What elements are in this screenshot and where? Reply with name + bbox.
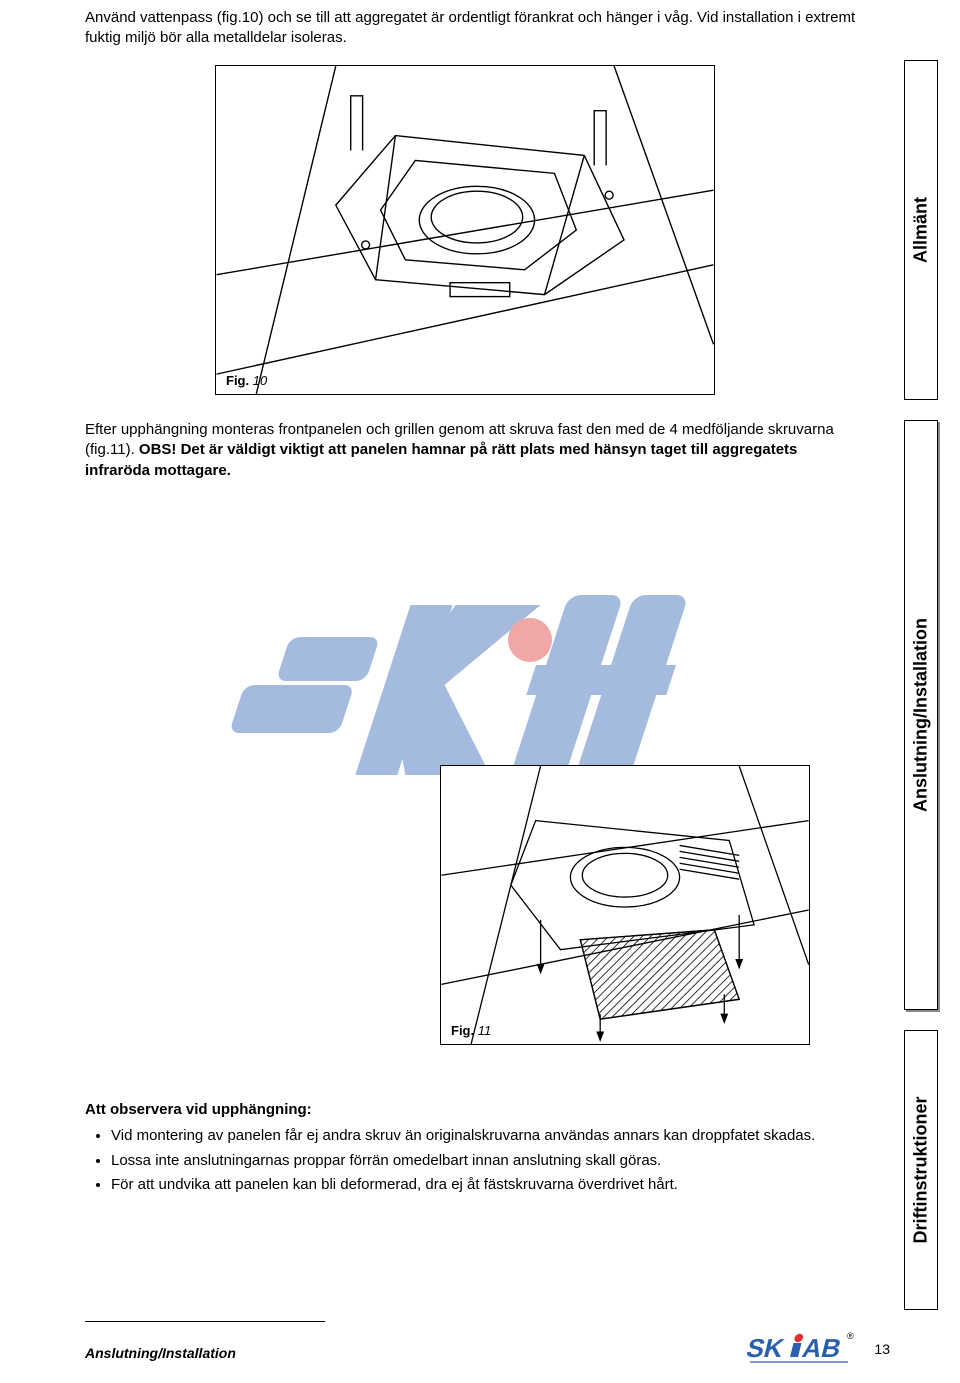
figure-10-caption: Fig. 10	[226, 373, 267, 388]
list-item: Vid montering av panelen får ej andra sk…	[111, 1126, 855, 1146]
svg-text:®: ®	[847, 1331, 854, 1341]
figure-11: Fig. 11	[440, 765, 810, 1045]
svg-text:AB: AB	[800, 1333, 845, 1363]
paragraph-1: Använd vattenpass (fig.10) och se till a…	[85, 8, 865, 49]
observation-heading: Att observera vid upphängning:	[85, 1100, 855, 1120]
observation-block: Att observera vid upphängning: Vid monte…	[85, 1100, 855, 1199]
figure-10-drawing	[216, 66, 714, 394]
figure-10: Fig. 10	[215, 65, 715, 395]
paragraph-2: Efter upphängning monteras frontpanelen …	[85, 420, 845, 481]
side-tab-driftinstruktioner[interactable]: Driftinstruktioner	[904, 1030, 938, 1310]
footer-section: Anslutning/Installation	[85, 1345, 236, 1361]
page: Använd vattenpass (fig.10) och se till a…	[0, 0, 960, 1383]
footer-page-number: 13	[874, 1341, 890, 1357]
list-item: För att undvika att panelen kan bli defo…	[111, 1175, 855, 1195]
svg-text:SK: SK	[744, 1333, 787, 1363]
side-tab-anslutning-installation[interactable]: Anslutning/Installation	[904, 420, 938, 1010]
footer-logo: SK AB ®	[744, 1329, 854, 1365]
side-tab-allmant[interactable]: Allmänt	[904, 60, 938, 400]
observation-list: Vid montering av panelen får ej andra sk…	[85, 1126, 855, 1195]
figure-11-caption: Fig. 11	[451, 1023, 491, 1038]
figure-11-drawing	[441, 766, 809, 1044]
page-footer: Anslutning/Installation SK AB ® 13	[85, 1321, 890, 1361]
list-item: Lossa inte anslutningarnas proppar förrä…	[111, 1151, 855, 1171]
